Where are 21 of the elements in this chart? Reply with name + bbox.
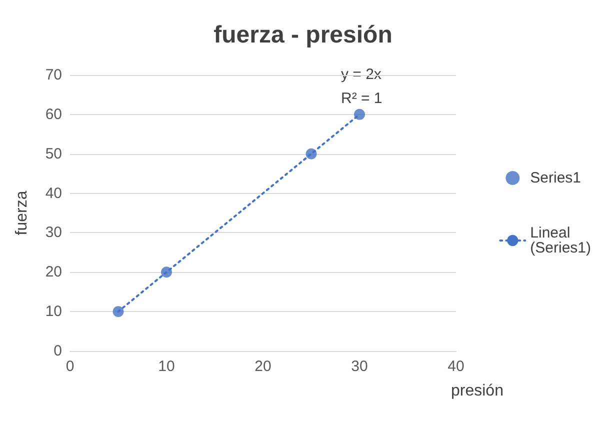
y-tick-label: 50 <box>45 145 62 162</box>
x-tick-label: 40 <box>448 358 464 375</box>
y-tick-label: 70 <box>45 66 62 84</box>
y-tick-label: 10 <box>45 303 62 320</box>
x-axis-title: presión <box>451 382 504 400</box>
point <box>112 306 124 318</box>
x-tick-label: 0 <box>66 358 74 375</box>
point <box>354 108 365 120</box>
y-axis-title: fuerza <box>14 190 30 236</box>
chart-title: fuerza - presión <box>214 22 392 48</box>
x-tick-label: 20 <box>254 358 272 375</box>
y-tick-label: 40 <box>45 184 62 202</box>
x-tick-label: 10 <box>158 358 175 375</box>
legend-label: Lineal (Series1) <box>530 224 592 256</box>
x-tick-label: 30 <box>351 358 368 375</box>
y-tick-label: 20 <box>45 264 62 281</box>
legend-label: Series1 <box>530 170 582 186</box>
y-tick-label: 0 <box>54 342 62 360</box>
annotation: R² = 1 <box>341 90 382 107</box>
y-tick-label: 30 <box>45 224 62 242</box>
y-tick-label: 60 <box>45 106 62 123</box>
